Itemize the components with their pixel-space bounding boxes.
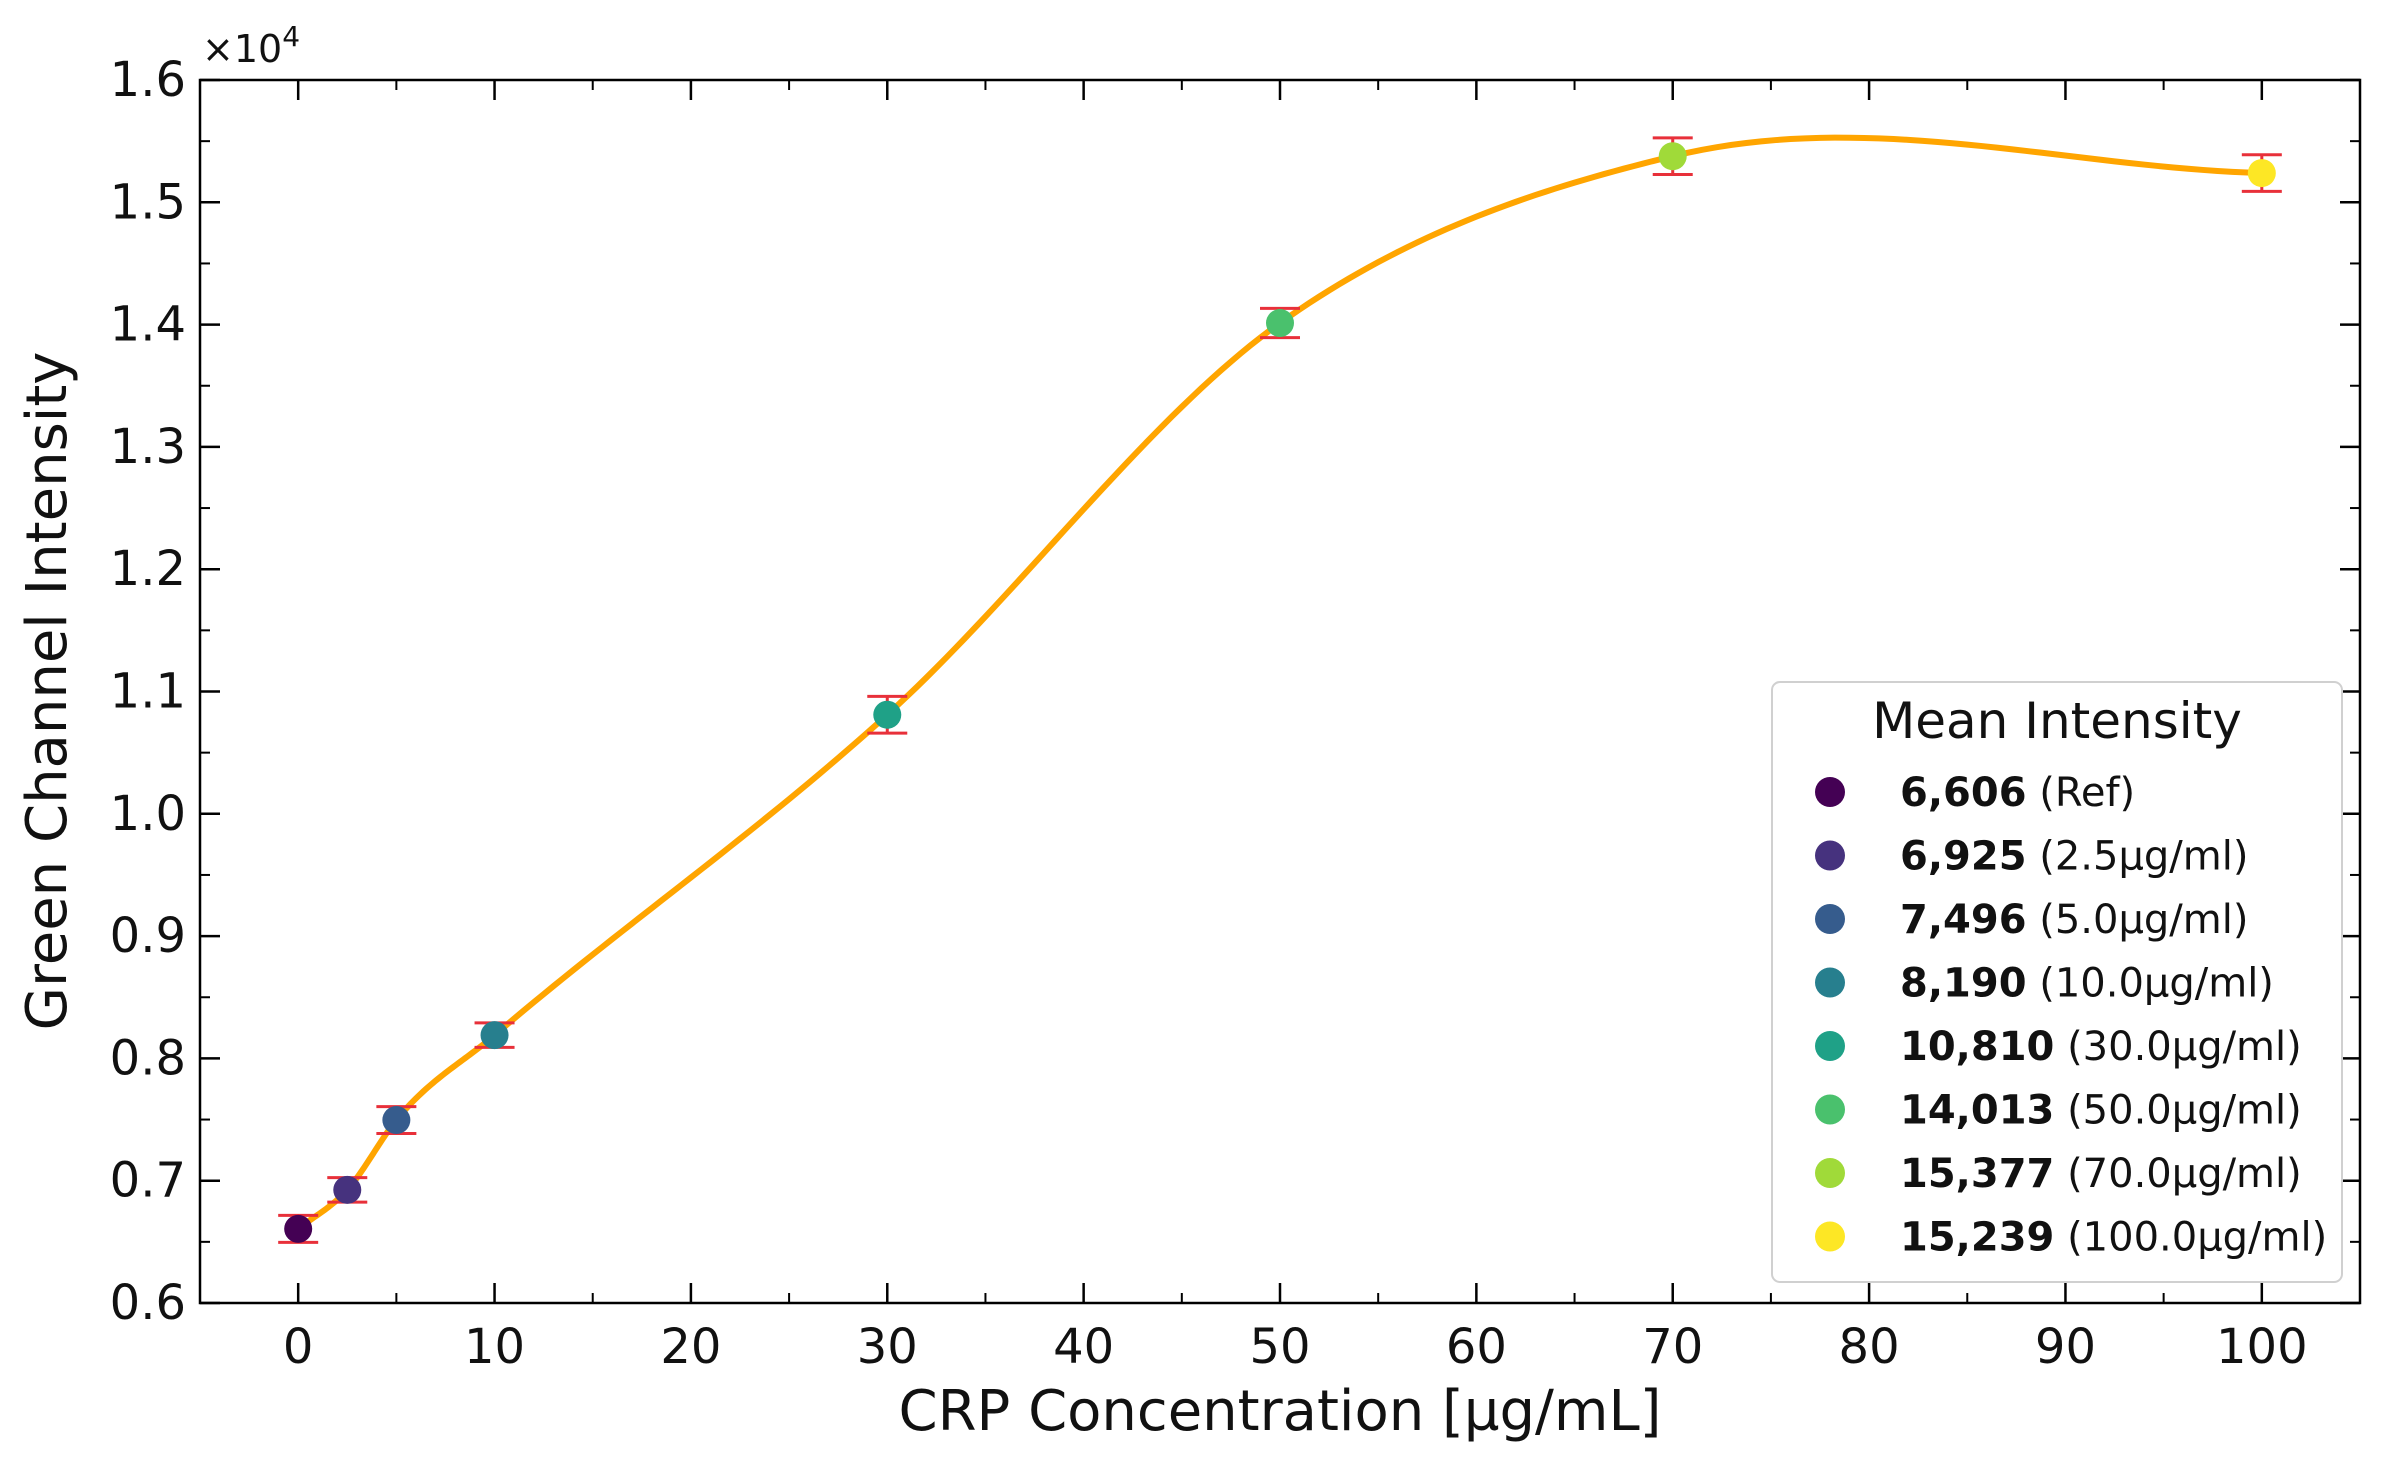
x-axis-label: CRP Concentration [µg/mL] xyxy=(898,1379,1661,1444)
x-tick-label: 0 xyxy=(283,1319,314,1375)
x-axis-ticks: 0 10 20 30 40 50 60 70 80 90 100 xyxy=(283,80,2308,1375)
legend-label: 10,810 (30.0µg/ml) xyxy=(1900,1024,2302,1070)
y-tick-label: 0.9 xyxy=(110,908,186,964)
legend-marker xyxy=(1815,904,1845,934)
legend-value: 15,377 xyxy=(1900,1151,2054,1197)
legend-entry: 15,377 (70.0µg/ml) xyxy=(1815,1151,2302,1197)
y-tick-label: 1.5 xyxy=(110,174,186,230)
y-tick-label: 1.0 xyxy=(110,786,186,842)
legend-concentration: (5.0µg/ml) xyxy=(2027,897,2249,943)
legend-title: Mean Intensity xyxy=(1872,692,2242,750)
y-tick-label: 1.1 xyxy=(110,664,186,720)
data-point xyxy=(2247,159,2276,188)
legend-entry: 10,810 (30.0µg/ml) xyxy=(1815,1024,2302,1070)
legend-entry: 7,496 (5.0µg/ml) xyxy=(1815,897,2248,943)
x-tick-label: 50 xyxy=(1249,1319,1310,1375)
x-tick-label: 90 xyxy=(2035,1319,2096,1375)
legend-concentration: (50.0µg/ml) xyxy=(2054,1088,2301,1134)
y-exponent-label: ×104 xyxy=(202,20,300,71)
legend-concentration: (Ref) xyxy=(2027,770,2136,816)
legend-concentration: (2.5µg/ml) xyxy=(2027,834,2249,880)
y-tick-label: 1.4 xyxy=(110,297,186,353)
legend-entry: 15,239 (100.0µg/ml) xyxy=(1815,1215,2327,1261)
data-point xyxy=(333,1175,362,1204)
legend-marker xyxy=(1815,1094,1845,1125)
data-point xyxy=(284,1214,313,1243)
legend-marker xyxy=(1815,967,1845,998)
legend-label: 7,496 (5.0µg/ml) xyxy=(1900,897,2248,943)
legend-value: 6,606 xyxy=(1900,770,2027,816)
legend-value: 8,190 xyxy=(1900,961,2027,1007)
data-point xyxy=(382,1106,411,1135)
x-tick-label: 30 xyxy=(857,1319,918,1375)
legend-concentration: (100.0µg/ml) xyxy=(2054,1215,2327,1261)
y-axis-label: Green Channel Intensity xyxy=(15,352,80,1031)
x-tick-label: 10 xyxy=(464,1319,525,1375)
data-point xyxy=(1266,309,1294,338)
legend-concentration: (70.0µg/ml) xyxy=(2054,1151,2301,1197)
y-tick-label: 0.7 xyxy=(110,1153,186,1209)
x-tick-label: 80 xyxy=(1839,1319,1900,1375)
data-point xyxy=(1658,142,1687,171)
y-tick-label: 1.3 xyxy=(110,419,186,475)
y-tick-label: 0.8 xyxy=(110,1030,186,1086)
y-exponent-base: ×10 xyxy=(202,27,282,71)
legend-entry: 14,013 (50.0µg/ml) xyxy=(1815,1088,2302,1134)
y-exponent-power: 4 xyxy=(282,20,300,53)
legend-marker xyxy=(1815,1158,1845,1188)
data-point xyxy=(480,1021,509,1050)
y-axis-ticks: 0.6 0.7 0.8 0.9 1.0 1.1 1.2 1.3 1.4 1.5 1.6 xyxy=(110,52,2360,1331)
minor-ticks xyxy=(199,80,2361,1303)
x-tick-label: 40 xyxy=(1053,1319,1114,1375)
legend-concentration: (10.0µg/ml) xyxy=(2027,961,2274,1007)
legend-label: 15,239 (100.0µg/ml) xyxy=(1900,1215,2327,1261)
legend-entry: 8,190 (10.0µg/ml) xyxy=(1815,961,2274,1007)
y-tick-label: 1.6 xyxy=(110,52,186,108)
legend: Mean Intensity 6,606 (Ref)6,925 (2.5µg/m… xyxy=(1771,681,2343,1283)
legend-concentration: (30.0µg/ml) xyxy=(2054,1024,2301,1070)
y-tick-label: 0.6 xyxy=(110,1275,186,1331)
legend-marker xyxy=(1815,1031,1845,1061)
legend-value: 15,239 xyxy=(1900,1215,2054,1261)
legend-label: 8,190 (10.0µg/ml) xyxy=(1900,961,2274,1007)
legend-label: 14,013 (50.0µg/ml) xyxy=(1900,1088,2302,1134)
data-points xyxy=(284,142,2276,1243)
legend-marker xyxy=(1815,777,1845,807)
legend-label: 6,925 (2.5µg/ml) xyxy=(1900,834,2248,880)
legend-value: 14,013 xyxy=(1900,1088,2054,1134)
legend-entry: 6,606 (Ref) xyxy=(1815,770,2135,816)
legend-value: 6,925 xyxy=(1900,834,2027,880)
legend-label: 6,606 (Ref) xyxy=(1900,770,2135,816)
data-point xyxy=(873,700,902,729)
x-tick-label: 100 xyxy=(2216,1319,2308,1375)
legend-marker xyxy=(1815,840,1845,871)
legend-box xyxy=(1771,681,2343,1283)
legend-label: 15,377 (70.0µg/ml) xyxy=(1900,1151,2302,1197)
x-tick-label: 20 xyxy=(660,1319,721,1375)
y-tick-label: 1.2 xyxy=(110,541,186,597)
x-tick-label: 70 xyxy=(1642,1319,1703,1375)
x-tick-label: 60 xyxy=(1446,1319,1507,1375)
legend-value: 10,810 xyxy=(1900,1024,2054,1070)
legend-entries: 6,606 (Ref)6,925 (2.5µg/ml)7,496 (5.0µg/… xyxy=(1815,770,2327,1261)
legend-marker xyxy=(1815,1221,1845,1252)
legend-value: 7,496 xyxy=(1900,897,2027,943)
legend-entry: 6,925 (2.5µg/ml) xyxy=(1815,834,2248,880)
